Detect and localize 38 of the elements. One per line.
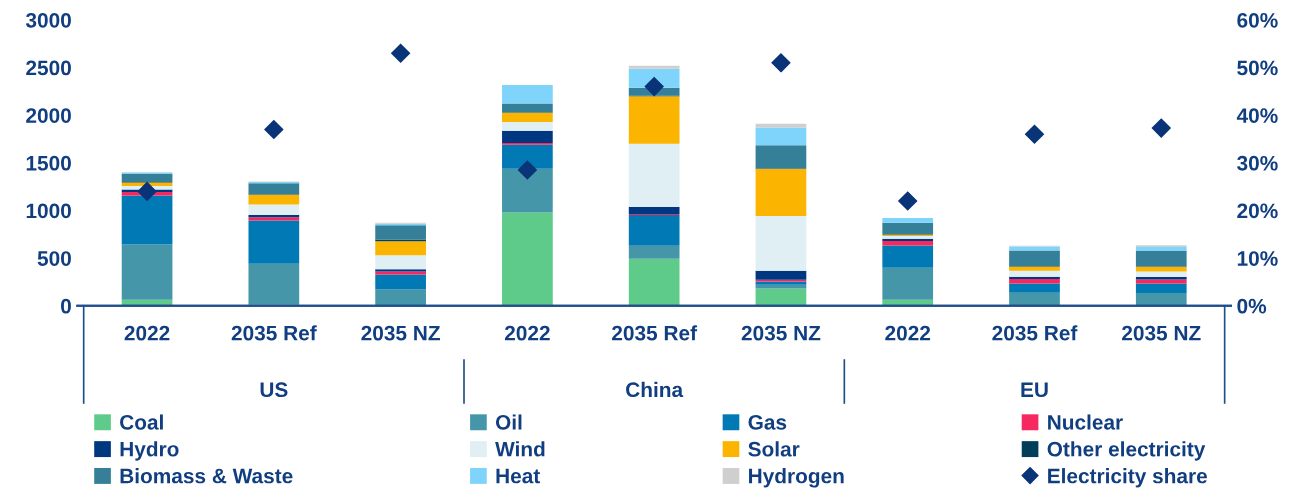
legend-label: Wind [495, 441, 545, 457]
x-tick-label: 2035 Ref [231, 325, 317, 341]
y2-tick-label: 20% [1237, 203, 1278, 219]
legend-label: Oil [495, 414, 522, 430]
legend-label: Nuclear [1048, 414, 1123, 430]
y2-tick-label: 30% [1237, 155, 1278, 171]
y2-tick-label: 10% [1237, 251, 1278, 266]
legend-label: Other electricity [1047, 441, 1206, 461]
legend-label: Hydro [120, 441, 179, 461]
y-tick-label: 500 [37, 251, 71, 266]
y2-tick-label: 60% [1237, 12, 1278, 28]
legend-label: Biomass & Waste [120, 468, 293, 484]
x-tick-label: 2022 [504, 325, 550, 341]
x-tick-label: 2035 NZ [361, 325, 440, 341]
y-tick-label: 2000 [26, 108, 71, 123]
legend-label: Coal [120, 414, 163, 430]
x-tick-label: 2035 Ref [612, 325, 698, 341]
legend-label: Hydrogen [749, 468, 844, 488]
legend-label: Heat [496, 468, 540, 484]
legend-label: Solar [748, 441, 800, 457]
y-tick-label: 1000 [26, 203, 71, 219]
text: EU [1021, 382, 1048, 398]
y-tick-label: 1500 [26, 155, 71, 171]
y-tick-label: 2500 [26, 60, 71, 76]
text: China [626, 381, 684, 398]
y2-tick-label: 0% [1237, 298, 1267, 314]
x-tick-label: 2035 Ref [992, 325, 1078, 341]
x-tick-label: 2035 NZ [741, 325, 821, 341]
y-tick-label: 0 [61, 298, 71, 314]
x-tick-label: 2022 [124, 325, 170, 341]
legend-label: Gas [748, 414, 787, 430]
y2-tick-label: 40% [1236, 108, 1278, 123]
legend-label: Electricity share [1048, 468, 1207, 488]
x-tick-label: 2022 [885, 325, 931, 341]
x-tick-label: 2035 NZ [1122, 325, 1201, 341]
y-tick-label: 3000 [25, 12, 71, 28]
y2-tick-label: 50% [1237, 60, 1278, 76]
text: US [260, 382, 288, 398]
